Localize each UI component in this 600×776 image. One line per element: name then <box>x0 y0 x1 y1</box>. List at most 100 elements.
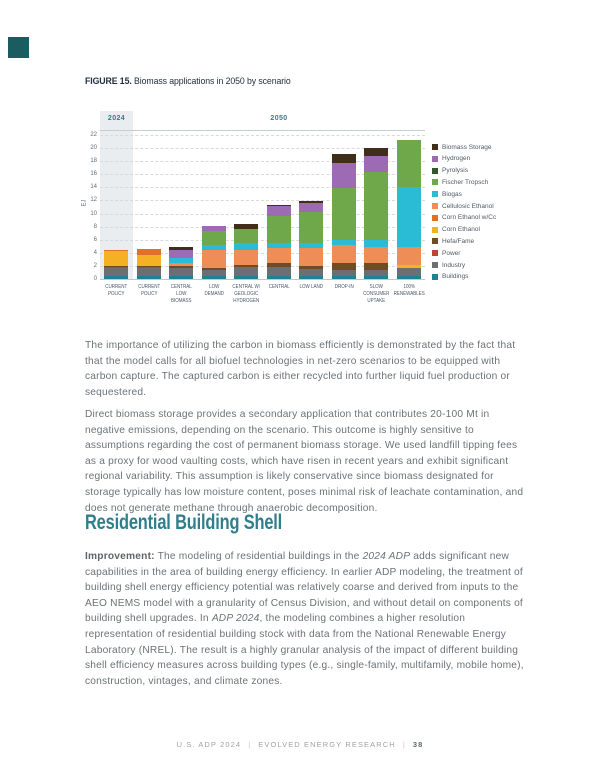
bar-segment <box>331 240 356 245</box>
bar-segment <box>234 265 259 268</box>
bar-segment <box>136 267 161 276</box>
bar-segment <box>169 263 194 266</box>
legend-swatch <box>432 273 438 280</box>
bar-segment <box>234 229 259 243</box>
figure-caption: FIGURE 15. Biomass applications in 2050 … <box>85 76 525 87</box>
y-tick-label: 8 <box>93 223 97 230</box>
bar-segment <box>331 188 356 241</box>
bar-segment <box>136 267 161 268</box>
y-tick-label: 12 <box>90 197 97 204</box>
gridline-y20 <box>100 148 425 150</box>
legend-item: Industry <box>432 260 465 270</box>
y-tick-label: 16 <box>90 171 97 178</box>
legend-swatch <box>432 179 438 186</box>
footer-org-name: EVOLVED ENERGY RESEARCH <box>258 740 396 749</box>
legend-swatch <box>432 250 438 257</box>
bar-segment <box>234 224 259 230</box>
legend-label: Hydrogen <box>442 155 471 163</box>
bar-segment <box>169 246 194 250</box>
bar-segment <box>104 275 129 279</box>
footer-page-number: 38 <box>412 740 424 749</box>
legend-item: Biomass Storage <box>432 142 492 152</box>
improvement-text-3: , the modeling combines a higher resolut… <box>85 613 524 687</box>
bar-segment <box>201 250 226 268</box>
bar-segment <box>136 265 161 268</box>
legend-item: Pyrolysis <box>432 166 468 176</box>
legend-label: Cellulosic Ethanol <box>442 202 494 210</box>
footer-separator: | <box>402 740 406 749</box>
legend-item: Cellulosic Ethanol <box>432 201 494 211</box>
bar-segment <box>331 163 356 189</box>
bar-segment <box>169 265 194 268</box>
bar-segment <box>331 263 356 270</box>
x-axis-label: CURRENT POLICY <box>105 284 128 298</box>
legend-swatch <box>432 155 438 162</box>
improvement-italic-1: 2024 ADP <box>362 551 411 562</box>
legend-swatch <box>432 203 438 209</box>
figure-caption-label: FIGURE 15. <box>85 76 132 87</box>
bar-segment <box>201 269 226 277</box>
gridline-y8 <box>100 226 425 228</box>
x-axis-label: LOW DEMAND <box>203 284 224 298</box>
figure-caption-text: Biomass applications in 2050 by scenario <box>131 76 291 87</box>
improvement-italic-2: ADP 2024 <box>211 613 260 625</box>
x-axis-label: LOW LAND <box>299 284 324 290</box>
bar-segment <box>364 246 389 264</box>
legend-swatch <box>432 226 438 233</box>
bar-segment <box>396 187 421 247</box>
bar-segment <box>104 267 129 268</box>
y-tick-label: 20 <box>90 145 97 152</box>
legend-item: Hefa/Fame <box>432 236 474 246</box>
gridline-y6 <box>100 239 425 241</box>
bar-segment <box>266 248 291 264</box>
paragraph-carbon-capture: The importance of utilizing the carbon i… <box>85 340 516 398</box>
x-axis-label: CENTRAL LOW BIOMASS <box>170 284 192 305</box>
bar-segment <box>201 230 226 245</box>
bar-segment <box>299 201 324 204</box>
gridline-y4 <box>100 252 425 254</box>
bar-segment <box>104 249 129 251</box>
legend-label: Biomass Storage <box>442 143 492 151</box>
bar-segment <box>396 275 421 279</box>
bar-segment <box>331 153 356 164</box>
improvement-text-2: adds significant new capabilities in the… <box>85 551 523 625</box>
bar-segment <box>266 275 291 279</box>
legend-label: Industry <box>442 261 466 269</box>
bar-segment <box>364 172 389 240</box>
legend-swatch <box>432 238 438 245</box>
bar-segment <box>364 263 389 270</box>
bar-segment <box>266 216 291 243</box>
legend-item: Power <box>432 248 460 258</box>
improvement-label: Improvement: <box>85 551 155 562</box>
gridline-y2 <box>100 265 425 267</box>
legend-label: Corn Ethanol w/Cc <box>442 214 497 222</box>
section-heading: Residential Building Shell <box>85 511 338 535</box>
bar-segment <box>136 248 161 256</box>
bar-segment <box>104 250 129 266</box>
bar-segment <box>136 255 161 266</box>
y-tick-label: 22 <box>90 132 97 138</box>
gridline-y16 <box>100 174 425 176</box>
bar-segment <box>136 275 161 279</box>
y-tick-label: 4 <box>93 249 97 256</box>
bar-segment <box>234 275 259 279</box>
gridline-y14 <box>100 187 425 189</box>
bar-segment <box>364 275 389 279</box>
figure-caption-wrap: FIGURE 15. Biomass applications in 2050 … <box>85 76 291 87</box>
legend-swatch <box>432 262 438 268</box>
legend-label: Power <box>442 249 461 257</box>
bar-segment <box>364 148 389 156</box>
gridline-y0 <box>100 279 425 280</box>
improvement-text-1: The modeling of residential buildings in… <box>154 551 363 562</box>
legend-swatch <box>432 214 438 221</box>
bar-segment <box>234 243 259 250</box>
page-footer: U.S. ADP 2024 | EVOLVED ENERGY RESEARCH | 38 <box>0 740 600 749</box>
brand-logo-square <box>8 37 29 58</box>
gridline-y10 <box>100 213 425 215</box>
legend-label: Pyrolysis <box>442 167 469 175</box>
bar-segment <box>299 248 324 266</box>
y-tick-label: 10 <box>90 210 97 217</box>
y-tick-label: 6 <box>93 236 97 243</box>
bar-segment <box>201 267 226 270</box>
